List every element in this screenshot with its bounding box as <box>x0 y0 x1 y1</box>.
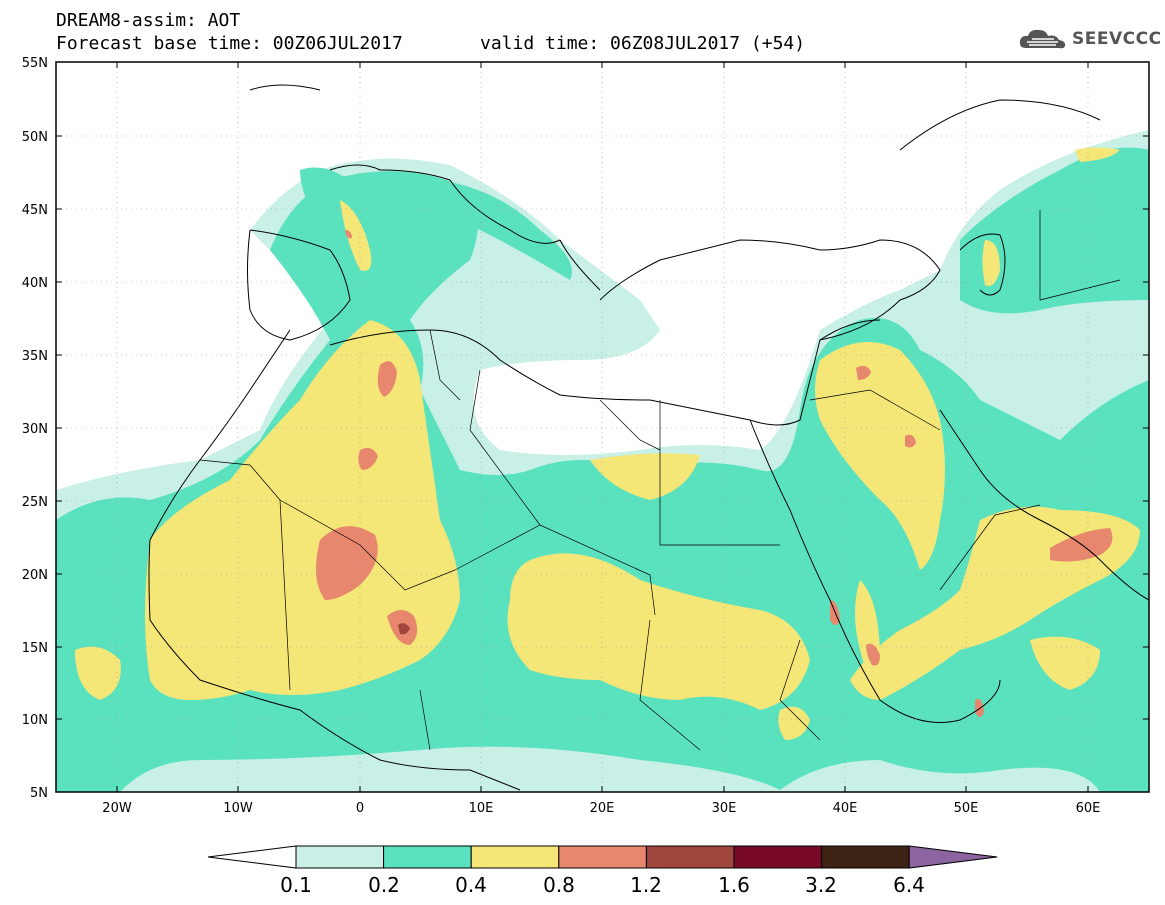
lon-label: 40E <box>833 801 858 816</box>
colorbar-label: 3.2 <box>805 873 837 897</box>
colorbar-label: 6.4 <box>893 873 925 897</box>
lat-label: 10N <box>22 713 48 728</box>
map-title: DREAM8-assim: AOT <box>56 10 241 31</box>
colorbar-label: 1.2 <box>630 873 662 897</box>
lon-axis: 20W 10W 0 10E 20E 30E 40E 50E 60E <box>102 62 1100 816</box>
seevccc-logo: SEEVCCC <box>1018 26 1162 52</box>
lon-label: 20W <box>102 801 132 816</box>
colorbar-swatch <box>821 845 910 869</box>
colorbar-swatch <box>733 845 823 869</box>
lat-label: 55N <box>22 56 48 71</box>
colorbar-label: 1.6 <box>718 873 750 897</box>
lat-label: 35N <box>22 349 48 364</box>
lat-label: 25N <box>22 495 48 510</box>
lat-label: 15N <box>22 641 48 656</box>
colorbar-min-triangle <box>207 845 297 869</box>
lat-axis: 55N 50N 45N 40N 35N 30N 25N 20N 15N 10N … <box>22 56 1149 801</box>
valid-time: valid time: 06Z08JUL2017 (+54) <box>480 33 806 54</box>
lat-label: 50N <box>22 130 48 145</box>
forecast-base-time: Forecast base time: 00Z06JUL2017 <box>56 33 403 54</box>
cloud-logo-icon <box>1019 29 1066 49</box>
lat-label: 20N <box>22 568 48 583</box>
lon-label: 20E <box>590 801 615 816</box>
logo-text: SEEVCCC <box>1072 29 1162 49</box>
lon-label: 60E <box>1076 801 1101 816</box>
lat-label: 5N <box>30 786 48 801</box>
aot-level-1-2 <box>398 623 410 635</box>
lon-label: 30E <box>712 801 737 816</box>
aot-field <box>56 84 1149 792</box>
colorbar-swatch <box>645 845 735 869</box>
coastlines <box>148 84 1149 791</box>
lat-label: 45N <box>22 203 48 218</box>
colorbar-swatch <box>558 845 647 869</box>
colorbar-swatch <box>470 845 560 869</box>
lat-label: 30N <box>22 422 48 437</box>
colorbar-max-triangle <box>908 845 998 869</box>
lon-label: 50E <box>954 801 979 816</box>
colorbar-swatch <box>383 845 472 869</box>
colorbar-labels: 0.1 0.2 0.4 0.8 1.2 1.6 3.2 6.4 <box>280 873 925 897</box>
lat-label: 40N <box>22 276 48 291</box>
lon-label: 0 <box>356 801 364 816</box>
country-borders <box>199 210 1121 751</box>
grid-lines <box>56 62 1149 792</box>
lon-label: 10W <box>223 801 253 816</box>
colorbar-label: 0.1 <box>280 873 312 897</box>
colorbar-label: 0.4 <box>455 873 487 897</box>
colorbar-label: 0.8 <box>543 873 575 897</box>
colorbar <box>207 845 998 869</box>
colorbar-swatch <box>295 845 385 869</box>
aot-level-0-4 <box>75 147 1140 740</box>
colorbar-label: 0.2 <box>368 873 400 897</box>
lon-label: 10E <box>469 801 494 816</box>
